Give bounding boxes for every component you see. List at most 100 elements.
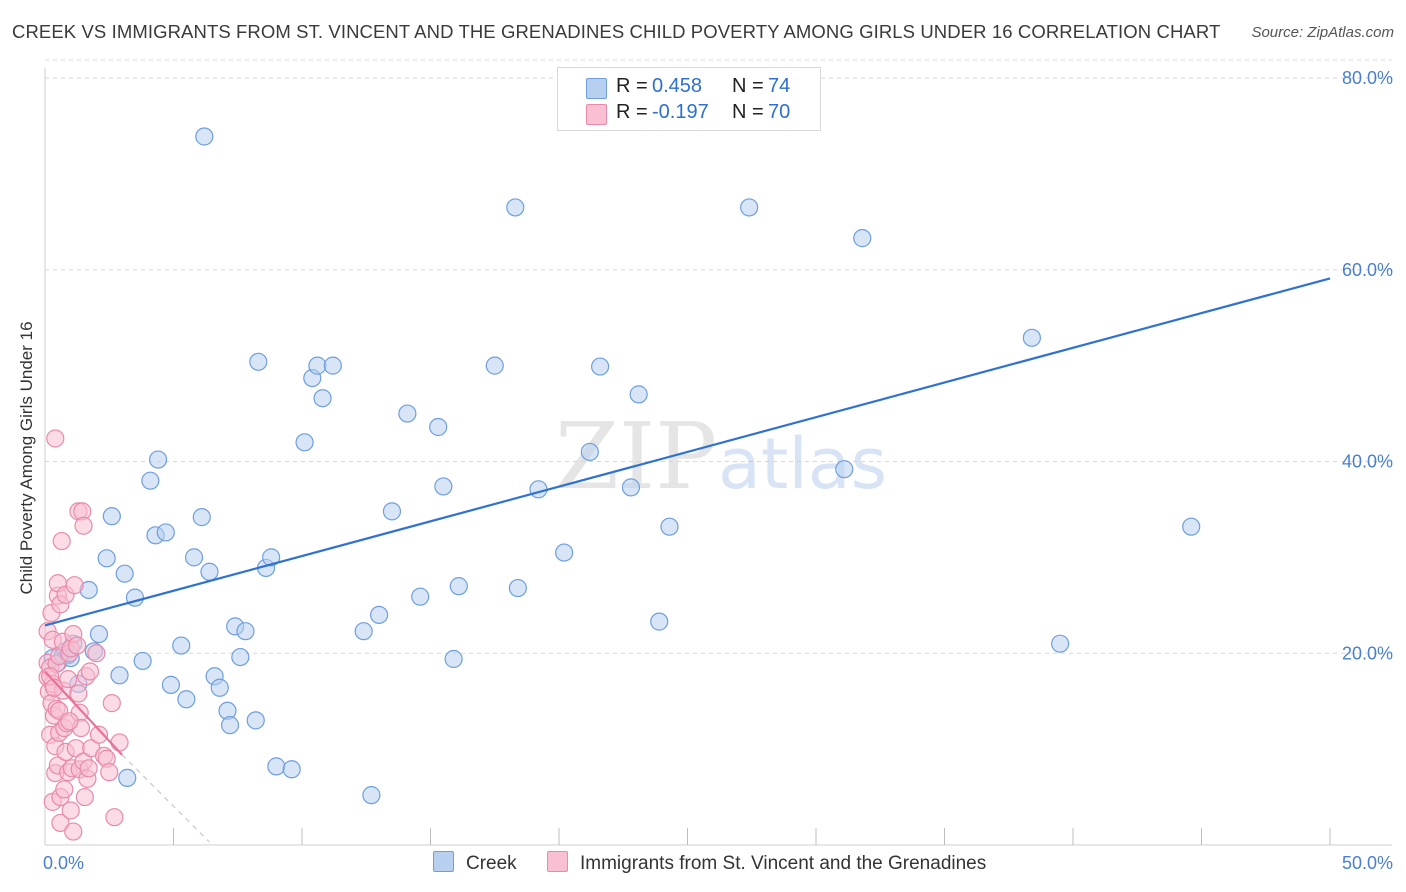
creek-point bbox=[236, 622, 255, 641]
immigrants-point bbox=[79, 759, 98, 778]
creek-point bbox=[362, 786, 381, 805]
immigrants-point bbox=[100, 763, 119, 782]
bottom-legend-swatch-creek bbox=[433, 851, 454, 872]
immigrants-point bbox=[69, 684, 88, 703]
y-axis-label: Child Poverty Among Girls Under 16 bbox=[17, 321, 36, 594]
creek-point bbox=[660, 517, 679, 536]
immigrants-point bbox=[61, 801, 80, 820]
creek-points bbox=[43, 127, 1201, 805]
creek-point bbox=[629, 385, 648, 404]
creek-point bbox=[555, 543, 574, 562]
creek-point bbox=[249, 352, 268, 371]
immigrants-point bbox=[64, 822, 83, 841]
creek-point bbox=[529, 480, 548, 499]
legend-r-value: -0.197 bbox=[652, 101, 709, 123]
creek-point bbox=[295, 433, 314, 452]
creek-point bbox=[177, 690, 196, 709]
bottom-legend-immigrants-label: Immigrants from St. Vincent and the Gren… bbox=[580, 853, 987, 874]
x-tick-label: 0.0% bbox=[43, 853, 84, 873]
creek-point bbox=[354, 622, 373, 641]
creek-point bbox=[192, 508, 211, 527]
y-tick-label: 60.0% bbox=[1342, 260, 1393, 280]
creek-point bbox=[246, 711, 265, 730]
watermark-atlas: atlas bbox=[718, 423, 887, 505]
creek-point bbox=[411, 587, 430, 606]
legend-swatch-immigrants bbox=[586, 104, 607, 125]
creek-point bbox=[231, 647, 250, 667]
chart-title: CREEK VS IMMIGRANTS FROM ST. VINCENT AND… bbox=[12, 21, 1221, 42]
creek-point bbox=[1051, 634, 1070, 653]
immigrants-point bbox=[110, 733, 129, 752]
creek-point bbox=[97, 549, 116, 568]
creek-point bbox=[161, 675, 181, 694]
creek-point bbox=[323, 356, 342, 375]
creek-point bbox=[580, 442, 599, 462]
legend-n-value: 70 bbox=[768, 101, 791, 123]
creek-point bbox=[115, 564, 134, 583]
immigrants-point bbox=[59, 670, 78, 689]
immigrants-point bbox=[60, 712, 79, 731]
legend-r-value: 0.458 bbox=[652, 75, 703, 97]
immigrants-point bbox=[52, 531, 71, 551]
immigrants-point bbox=[102, 694, 121, 713]
creek-point bbox=[1182, 517, 1201, 536]
immigrants-point bbox=[80, 662, 100, 681]
bottom-legend-creek: Creek bbox=[433, 851, 517, 875]
immigrants-trend-extension bbox=[121, 754, 210, 843]
creek-point bbox=[110, 666, 129, 685]
creek-point bbox=[591, 357, 610, 376]
bottom-legend-swatch-immigrants bbox=[547, 851, 568, 872]
creek-point bbox=[133, 651, 152, 671]
creek-point bbox=[650, 612, 669, 631]
creek-point bbox=[449, 577, 468, 596]
immigrants-points bbox=[38, 429, 129, 841]
y-tick-label: 40.0% bbox=[1342, 452, 1393, 472]
creek-point bbox=[200, 562, 219, 581]
creek-point bbox=[148, 450, 168, 469]
grid bbox=[45, 59, 1392, 654]
creek-point bbox=[1022, 328, 1041, 347]
creek-point bbox=[506, 198, 525, 217]
chart-source: Source: ZipAtlas.com bbox=[1251, 24, 1394, 41]
creek-point bbox=[210, 678, 229, 697]
immigrants-point bbox=[87, 644, 106, 663]
legend-n-label: N = bbox=[732, 75, 764, 97]
legend-n-label: N = bbox=[732, 101, 764, 123]
immigrants-trend-line bbox=[44, 670, 123, 756]
tick-labels: 20.0% 40.0% 60.0% 80.0% 0.0% 50.0% bbox=[43, 68, 1393, 873]
immigrants-point bbox=[74, 516, 93, 535]
creek-point bbox=[382, 502, 402, 521]
creek-point bbox=[102, 507, 121, 526]
immigrants-point bbox=[51, 813, 70, 833]
legend-r-label: R = bbox=[616, 75, 648, 97]
creek-point bbox=[282, 760, 301, 779]
creek-point bbox=[267, 757, 286, 776]
creek-point bbox=[172, 636, 191, 655]
creek-point bbox=[370, 605, 389, 625]
creek-point bbox=[313, 389, 332, 408]
creek-point bbox=[184, 548, 204, 567]
creek-point bbox=[508, 578, 527, 598]
immigrants-point bbox=[105, 808, 124, 827]
immigrants-point bbox=[44, 678, 64, 697]
creek-point bbox=[740, 198, 759, 217]
creek-point bbox=[444, 649, 463, 669]
creek-point bbox=[835, 460, 854, 479]
creek-point bbox=[485, 356, 504, 375]
creek-point bbox=[398, 404, 417, 423]
legend-n-value: 74 bbox=[768, 75, 791, 97]
creek-point bbox=[853, 229, 872, 248]
immigrants-point bbox=[46, 429, 65, 448]
legend: R = 0.458 N = 74 R = -0.197 N = 70 bbox=[557, 67, 821, 131]
x-tick-label: 50.0% bbox=[1342, 853, 1393, 873]
watermark: ZIP atlas bbox=[555, 403, 887, 510]
legend-swatch-creek bbox=[586, 78, 607, 99]
bottom-legend-creek-label: Creek bbox=[466, 853, 517, 874]
immigrants-point bbox=[65, 576, 84, 595]
immigrants-point bbox=[75, 787, 94, 807]
creek-point bbox=[89, 624, 109, 644]
y-tick-label: 20.0% bbox=[1342, 643, 1393, 663]
creek-point bbox=[434, 477, 453, 496]
bottom-legend-immigrants: Immigrants from St. Vincent and the Gren… bbox=[547, 851, 986, 875]
